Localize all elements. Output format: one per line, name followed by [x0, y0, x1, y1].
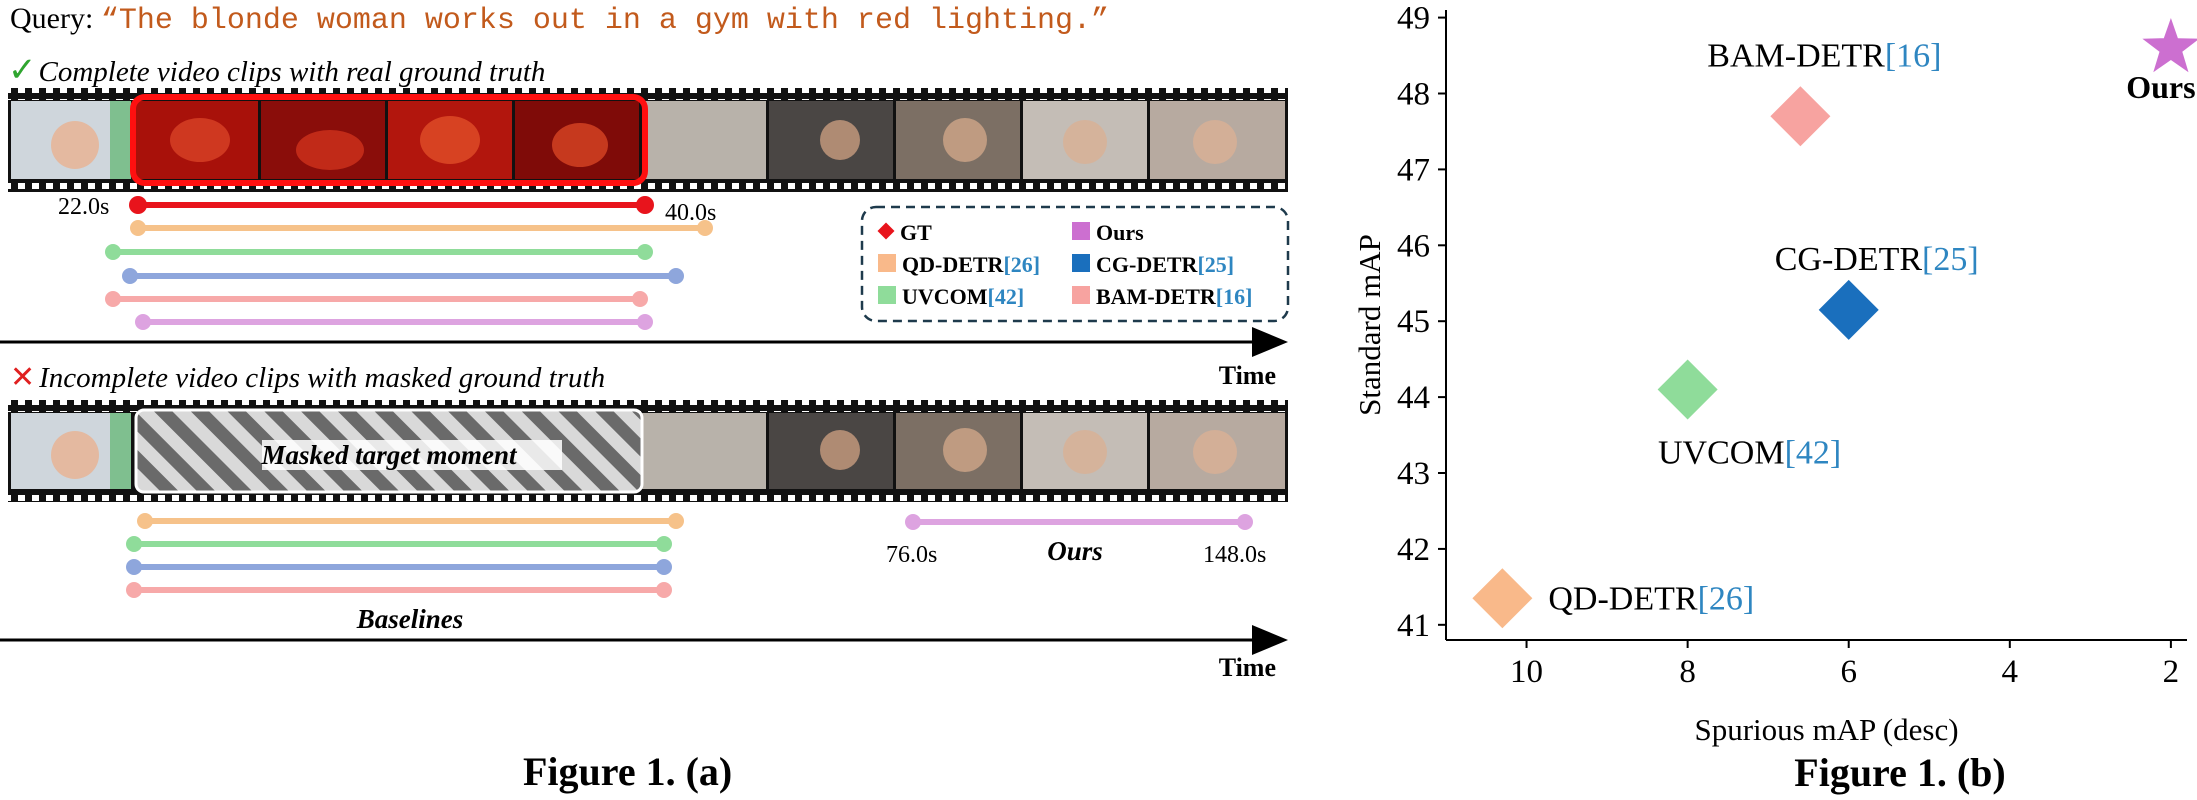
baseline-uvcom-bar — [126, 536, 672, 552]
legend-item-cg-detr: CG-DETR[25] — [1072, 252, 1234, 277]
point-cg-detr: CG-DETR[25] — [1775, 241, 1979, 340]
y-tick-label: 48 — [1397, 76, 1430, 112]
check-icon: ✓ — [8, 52, 37, 89]
legend-item-uvcom: UVCOM[42] — [878, 284, 1024, 309]
ours-bar — [135, 314, 653, 330]
complete-caption: ✓Complete video clips with real ground t… — [8, 50, 545, 90]
diamond-marker — [1472, 568, 1533, 629]
gt-start-label: 22.0s — [58, 194, 109, 220]
cg-detr-bar — [122, 268, 684, 284]
gt-bar — [129, 196, 654, 214]
y-tick-label: 47 — [1397, 152, 1430, 188]
point-label-ours: Ours — [2126, 69, 2195, 105]
x-tick-label: 6 — [1840, 654, 1857, 690]
y-tick-label: 46 — [1397, 228, 1430, 264]
point-ours: Ours — [2126, 18, 2197, 105]
point-label-bam-detr: BAM-DETR[16] — [1707, 37, 1941, 74]
ours-incomplete-label: Ours — [1047, 536, 1103, 566]
y-tick-label: 49 — [1397, 1, 1430, 37]
ours-incomplete-bar — [905, 514, 1253, 530]
chart-axes — [1445, 10, 2187, 641]
point-label-qd-detr: QD-DETR[26] — [1548, 580, 1754, 617]
svg-text:GT: GT — [900, 220, 932, 245]
legend-item-ours: Ours — [1072, 220, 1144, 245]
ours-end-label: 148.0s — [1203, 542, 1266, 568]
y-tick-label: 41 — [1397, 608, 1430, 644]
svg-text:Ours: Ours — [1096, 220, 1144, 245]
x-tick-label: 10 — [1510, 654, 1543, 690]
baseline-bam-bar — [126, 582, 672, 598]
incomplete-caption-text: Incomplete video clips with masked groun… — [39, 362, 606, 394]
complete-caption-text: Complete video clips with real ground tr… — [38, 56, 546, 88]
x-axis-label: Spurious mAP (desc) — [1694, 712, 1958, 747]
legend-item-gt: GT — [877, 220, 932, 245]
point-label-cg-detr: CG-DETR[25] — [1775, 241, 1979, 278]
gt-highlight-box — [130, 94, 648, 186]
baselines-label: Baselines — [356, 604, 464, 634]
y-tick-label: 45 — [1397, 304, 1430, 340]
svg-text:BAM-DETR[16]: BAM-DETR[16] — [1096, 284, 1252, 309]
svg-text:CG-DETR[25]: CG-DETR[25] — [1096, 252, 1234, 277]
baseline-cg-bar — [126, 559, 672, 575]
point-qd-detr: QD-DETR[26] — [1472, 568, 1754, 629]
x-tick-label: 4 — [2002, 654, 2019, 690]
diamond-marker — [1657, 359, 1718, 420]
bars-complete — [105, 196, 713, 330]
legend-item-qd-detr: QD-DETR[26] — [878, 252, 1040, 277]
legend: GT Ours QD-DETR[26] CG-DETR[25] UVCOM[42… — [860, 205, 1290, 323]
cross-icon: ✕ — [10, 361, 36, 394]
point-bam-detr: BAM-DETR[16] — [1707, 37, 1942, 147]
uvcom-bar — [105, 244, 653, 260]
x-tick-label: 2 — [2163, 654, 2180, 690]
y-tick-label: 44 — [1397, 380, 1430, 416]
chart-points: QD-DETR[26] UVCOM[42] CG-DETR[25] BAM-DETR[… — [1472, 18, 2197, 629]
y-axis-label: Standard mAP — [1352, 234, 1387, 416]
diamond-marker — [1818, 279, 1879, 340]
time-label-incomplete: Time — [1219, 653, 1276, 682]
baseline-qd-bar — [137, 513, 684, 529]
film-strip-incomplete: Masked target moment — [8, 400, 1288, 502]
incomplete-caption: ✕ Incomplete video clips with masked grou… — [10, 360, 605, 395]
svg-text:UVCOM[42]: UVCOM[42] — [902, 284, 1024, 309]
query-label: Query: — [10, 2, 94, 35]
qd-detr-bar — [130, 220, 713, 236]
y-tick-label: 42 — [1397, 532, 1430, 568]
diamond-marker — [1770, 86, 1831, 147]
y-tick-label: 43 — [1397, 456, 1430, 492]
film-frames-complete — [11, 101, 1285, 179]
figure-b-title: Figure 1. (b) — [1794, 750, 2005, 795]
figure-a-title: Figure 1. (a) — [523, 749, 733, 794]
query-line: Query: “The blonde woman works out in a … — [10, 2, 1109, 38]
bars-incomplete — [126, 513, 1253, 598]
svg-text:QD-DETR[26]: QD-DETR[26] — [902, 252, 1040, 277]
star-marker — [2142, 18, 2197, 73]
ours-start-label: 76.0s — [886, 542, 937, 568]
masked-label: Masked target moment — [261, 440, 518, 470]
point-uvcom: UVCOM[42] — [1657, 359, 1841, 472]
query-text: “The blonde woman works out in a gym wit… — [100, 4, 1109, 38]
point-label-uvcom: UVCOM[42] — [1658, 435, 1841, 472]
bam-detr-bar — [105, 291, 648, 307]
film-strip-complete — [8, 88, 1288, 192]
legend-item-bam-detr: BAM-DETR[16] — [1072, 284, 1252, 309]
panel-a: 22.0s 40.0s GT Ours QD-DETR[26] CG-DETR[… — [0, 88, 1290, 682]
time-label-complete: Time — [1219, 361, 1276, 390]
x-tick-label: 8 — [1679, 654, 1696, 690]
gt-end-label: 40.0s — [665, 200, 716, 226]
